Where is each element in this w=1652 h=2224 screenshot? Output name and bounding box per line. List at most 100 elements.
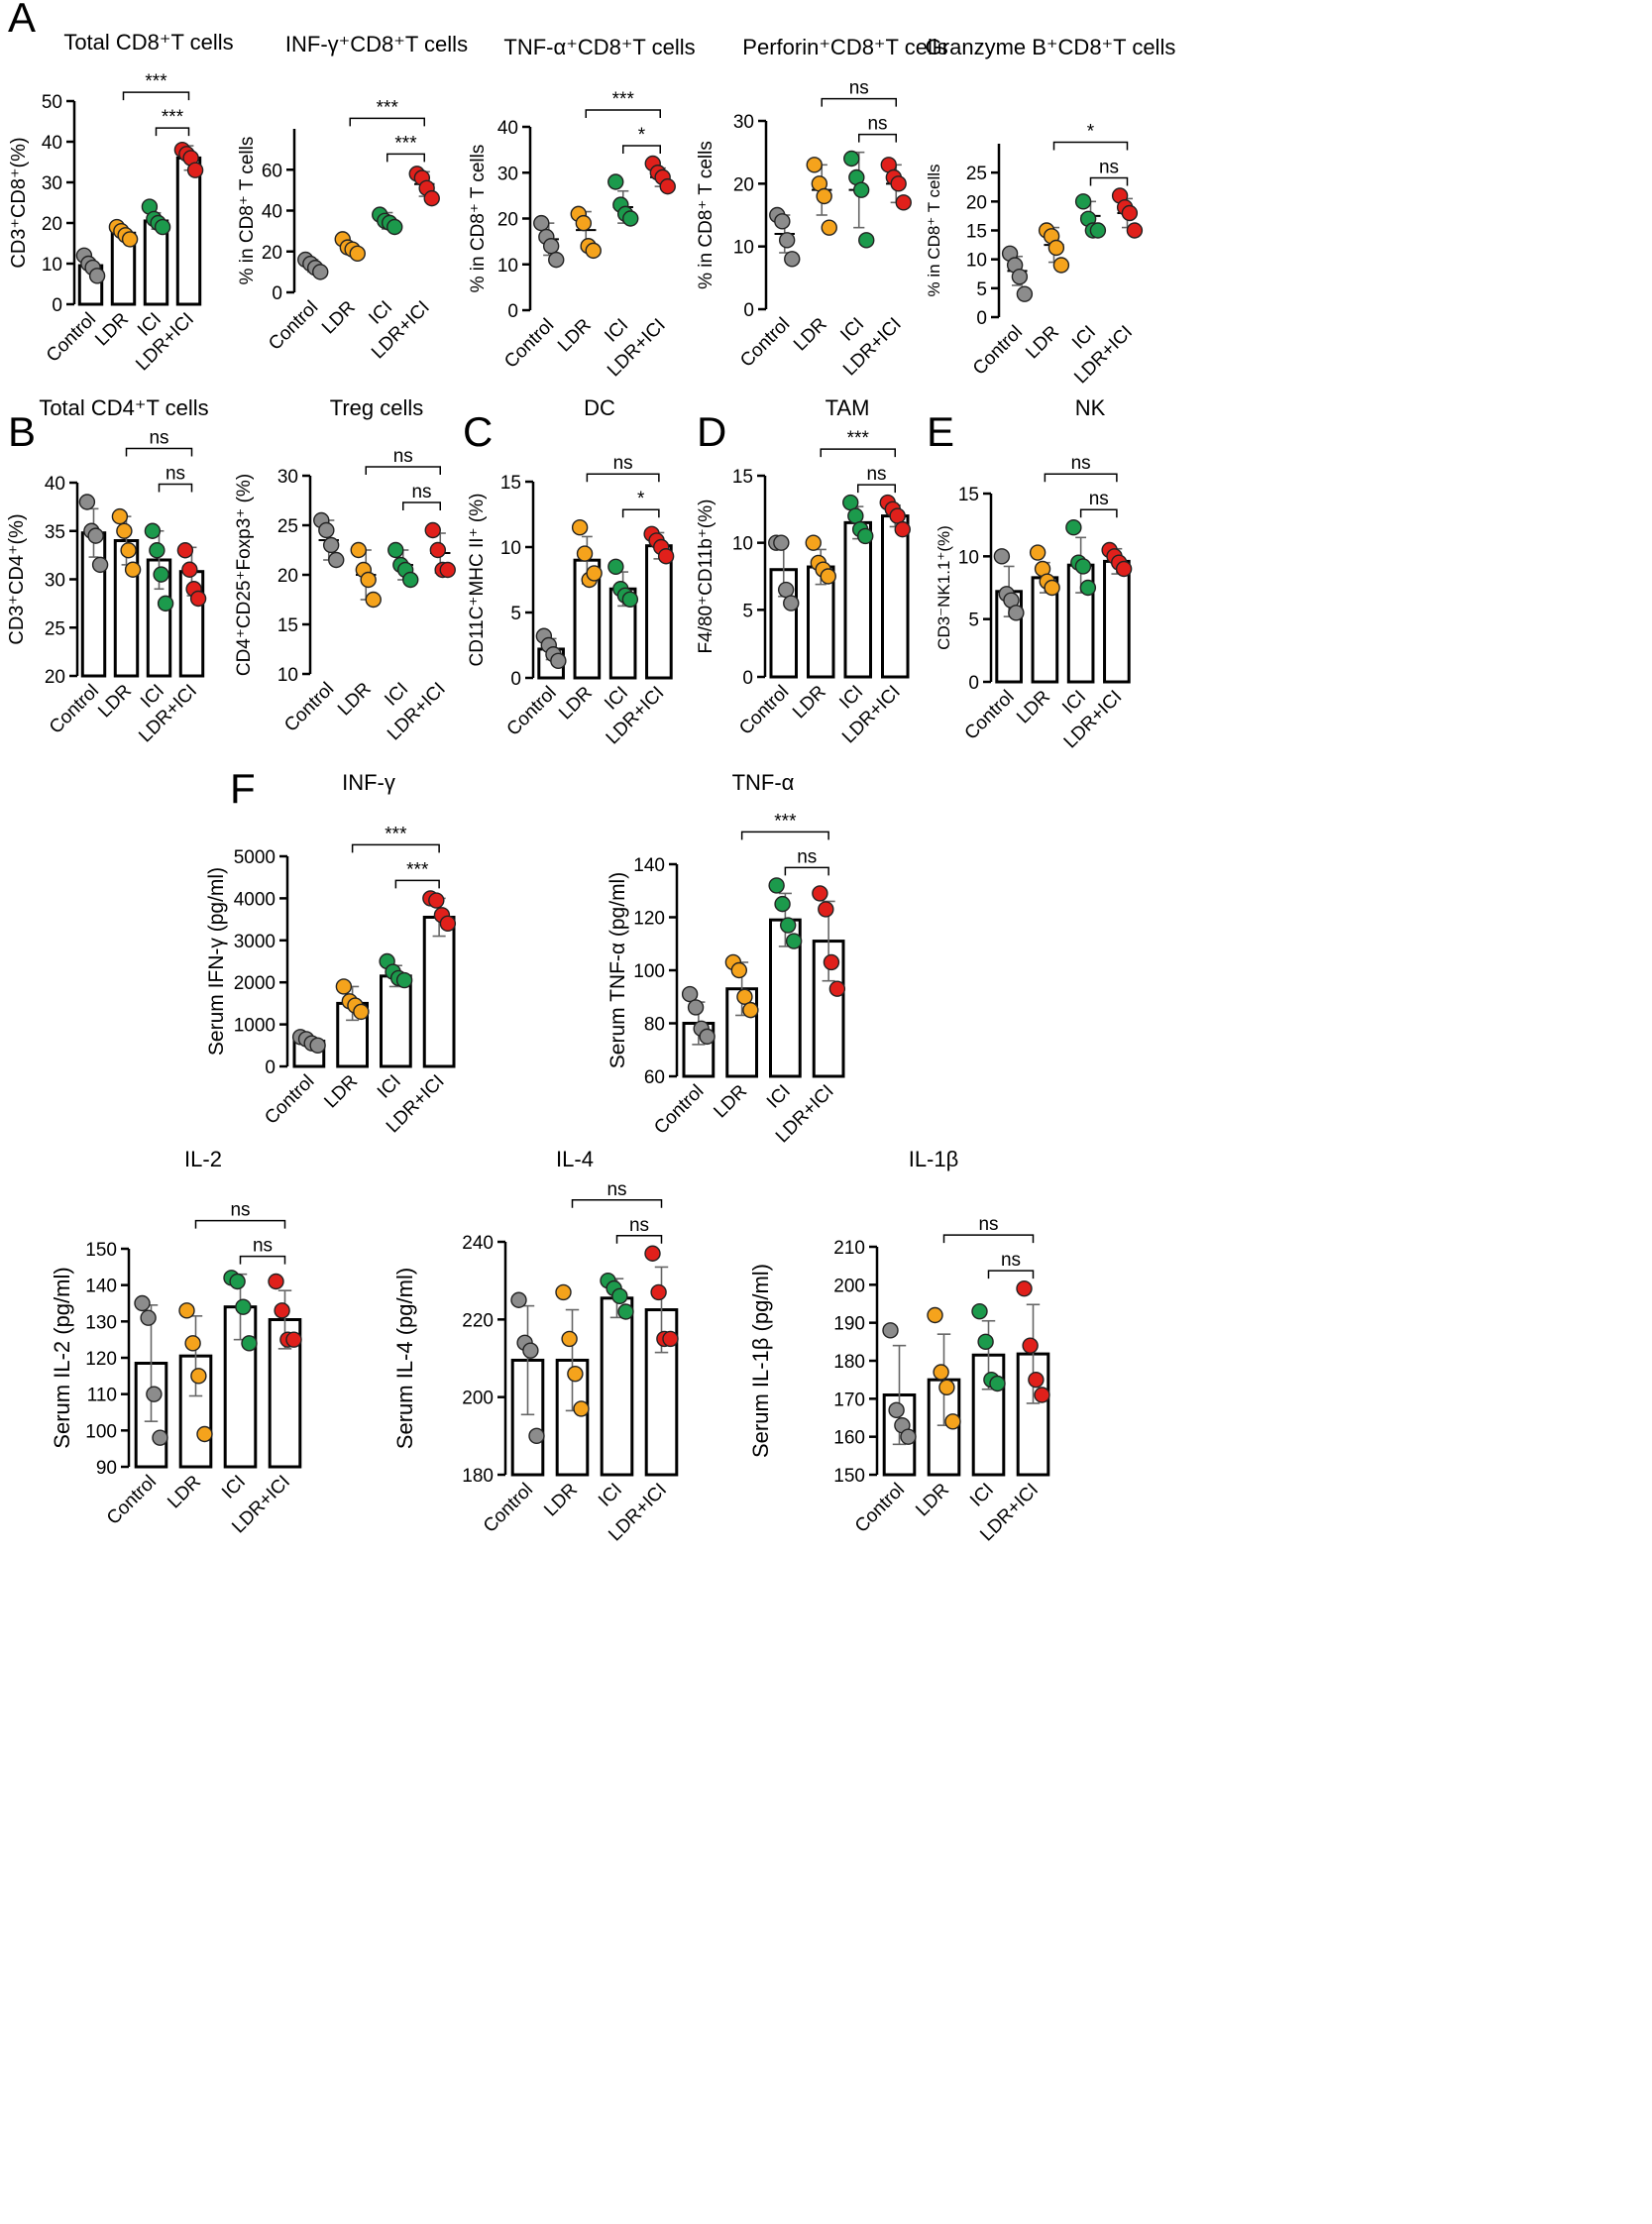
data-point [818, 901, 834, 918]
y-tick-label: 180 [833, 1352, 865, 1373]
data-point [742, 1001, 759, 1019]
significance-bracket [155, 127, 190, 137]
y-tick-label: 30 [733, 112, 754, 133]
data-point [154, 218, 171, 236]
bar [881, 514, 910, 679]
data-point [778, 232, 796, 249]
x-tick-label: LDR [91, 309, 133, 351]
y-tick-label: 190 [833, 1314, 865, 1335]
data-point [777, 581, 795, 599]
data-point [1011, 268, 1029, 285]
data-point [439, 915, 457, 933]
y-tick-label: 30 [497, 164, 518, 184]
panel-label: C [463, 408, 493, 455]
data-point [439, 561, 456, 579]
data-point [120, 542, 137, 559]
data-point [548, 251, 565, 269]
significance-label: ns [629, 1215, 649, 1236]
data-point [1047, 239, 1065, 257]
y-tick-label: 15 [277, 615, 298, 636]
bar [645, 544, 673, 680]
significance-label: *** [847, 428, 870, 449]
chart-12: TNF-α Serum TNF-α (pg/ml) 60 80 100 120 140 ***… [606, 770, 846, 1147]
y-tick-label: 5 [976, 279, 987, 300]
bar [380, 974, 412, 1068]
y-tick-label: 25 [966, 164, 987, 184]
significance-label: ns [149, 428, 168, 449]
chart-7: Treg cells CD4⁺CD25⁺Foxp3⁺ (%) 10 15 20 25 30 n… [234, 395, 456, 744]
data-point [607, 173, 624, 190]
data-point [1074, 193, 1092, 210]
data-point [189, 590, 207, 608]
data-point [402, 571, 419, 589]
data-point [993, 548, 1011, 565]
data-point [1044, 579, 1060, 597]
significance-label: ns [978, 1214, 998, 1235]
y-tick-label: 60 [644, 1067, 665, 1088]
chart-title: Total CD4⁺T cells [39, 395, 208, 420]
x-tick-label: Control [480, 1480, 537, 1537]
y-axis-label: % in CD8⁺ T cells [925, 165, 943, 297]
x-tick-label: LDR [318, 297, 360, 339]
significance-label: *** [612, 89, 635, 110]
data-point [140, 1309, 157, 1326]
significance-bracket [622, 145, 661, 154]
data-point [785, 933, 803, 949]
x-tick-label: Control [500, 315, 558, 373]
significance-label: ns [411, 482, 431, 502]
significance-bracket [784, 866, 829, 876]
significance-bracket [740, 831, 829, 840]
data-point [812, 885, 828, 902]
data-point [1008, 605, 1025, 621]
significance-bracket [571, 1199, 663, 1208]
x-tick-label: LDR [94, 681, 136, 723]
significance-label: * [1087, 122, 1095, 143]
y-tick-label: 5 [510, 604, 521, 624]
chart-15: IL-1β Serum IL-1β (pg/ml) 150 160 170 180 190 2… [748, 1147, 1050, 1545]
y-axis-label: CD3⁺CD8⁺(%) [8, 137, 30, 268]
data-point [888, 1401, 905, 1419]
data-point [555, 1283, 572, 1301]
y-tick-label: 30 [42, 173, 62, 194]
chart-title: Total CD8⁺T cells [63, 30, 233, 55]
y-tick-label: 20 [277, 566, 298, 587]
data-point [1126, 222, 1144, 239]
significance-bracket [349, 117, 425, 127]
y-tick-label: 35 [45, 522, 65, 543]
significance-label: ns [230, 1200, 250, 1221]
data-point [152, 1429, 168, 1446]
chart-title: DC [584, 395, 615, 420]
data-point [309, 1037, 326, 1055]
x-tick-label: Control [46, 681, 103, 738]
significance-bracket [239, 1255, 286, 1265]
y-axis-label: % in CD8⁺ T cells [468, 145, 489, 293]
data-point [927, 1306, 943, 1324]
y-axis-label: Serum IL-1β (pg/ml) [748, 1264, 773, 1458]
significance-label: ns [253, 1236, 273, 1257]
data-point [852, 181, 870, 198]
data-point [571, 519, 589, 536]
significance-label: ns [1099, 158, 1119, 178]
y-tick-label: 15 [958, 485, 979, 505]
chart-title: Treg cells [330, 395, 424, 420]
chart-title: Perforin⁺CD8⁺T cells [742, 35, 947, 59]
chart-title: Granzyme B⁺CD8⁺T cells [926, 35, 1176, 59]
data-point [820, 568, 836, 585]
x-tick-label: LDR [1013, 687, 1054, 728]
significance-label: ns [866, 464, 886, 485]
data-point [842, 494, 859, 511]
data-point [424, 521, 441, 539]
data-point [857, 527, 874, 545]
data-point [550, 652, 567, 670]
x-tick-label: Control [650, 1081, 708, 1139]
significance-label: *** [377, 97, 399, 118]
data-point [423, 189, 440, 207]
data-point [1115, 560, 1133, 578]
data-point [386, 218, 403, 236]
chart-title: NK [1075, 395, 1106, 420]
y-tick-label: 0 [968, 673, 979, 694]
chart-title: INF-γ [342, 770, 395, 795]
data-point [933, 1364, 949, 1381]
y-tick-label: 10 [42, 255, 62, 276]
